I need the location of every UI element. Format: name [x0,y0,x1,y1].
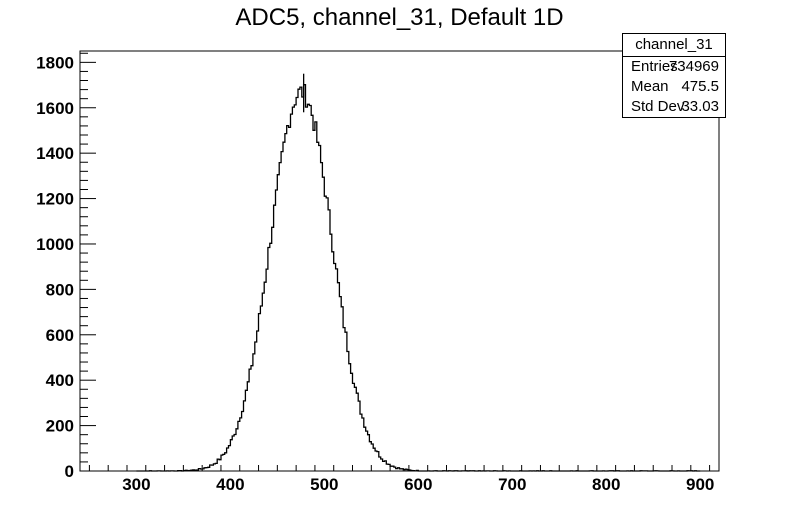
stats-row-mean: Mean 475.5 [623,77,725,97]
x-tick-label: 800 [592,475,620,494]
y-tick-label: 1600 [36,99,74,118]
stats-box: channel_31 Entries 734969 Mean 475.5 Std… [622,33,726,118]
chart-title: ADC5, channel_31, Default 1D [235,4,564,31]
stats-label: Mean [631,78,669,95]
stats-row-entries: Entries 734969 [623,57,725,77]
y-tick-label: 200 [46,417,74,436]
stats-label: Std Dev [631,98,685,115]
x-tick-label: 500 [310,475,338,494]
x-tick-label: 300 [122,475,150,494]
x-tick-label: 600 [404,475,432,494]
y-tick-label: 1000 [36,235,74,254]
y-tick-label: 1200 [36,190,74,209]
y-tick-label: 800 [46,280,74,299]
stats-label: Entries [631,58,678,75]
stats-box-title: channel_31 [623,34,725,57]
histogram-line [136,84,701,472]
y-tick-label: 1800 [36,53,74,72]
stats-value: 734969 [668,58,719,75]
plot-frame [79,50,720,472]
y-tick-label: 0 [65,462,74,481]
y-tick-label: 400 [46,371,74,390]
stats-row-stddev: Std Dev 33.03 [623,97,725,117]
x-tick-label: 900 [686,475,714,494]
stats-value: 475.5 [681,78,719,95]
y-tick-label: 600 [46,326,74,345]
x-tick-label: 400 [216,475,244,494]
stats-value: 33.03 [681,98,719,115]
y-tick-label: 1400 [36,144,74,163]
x-tick-label: 700 [498,475,526,494]
